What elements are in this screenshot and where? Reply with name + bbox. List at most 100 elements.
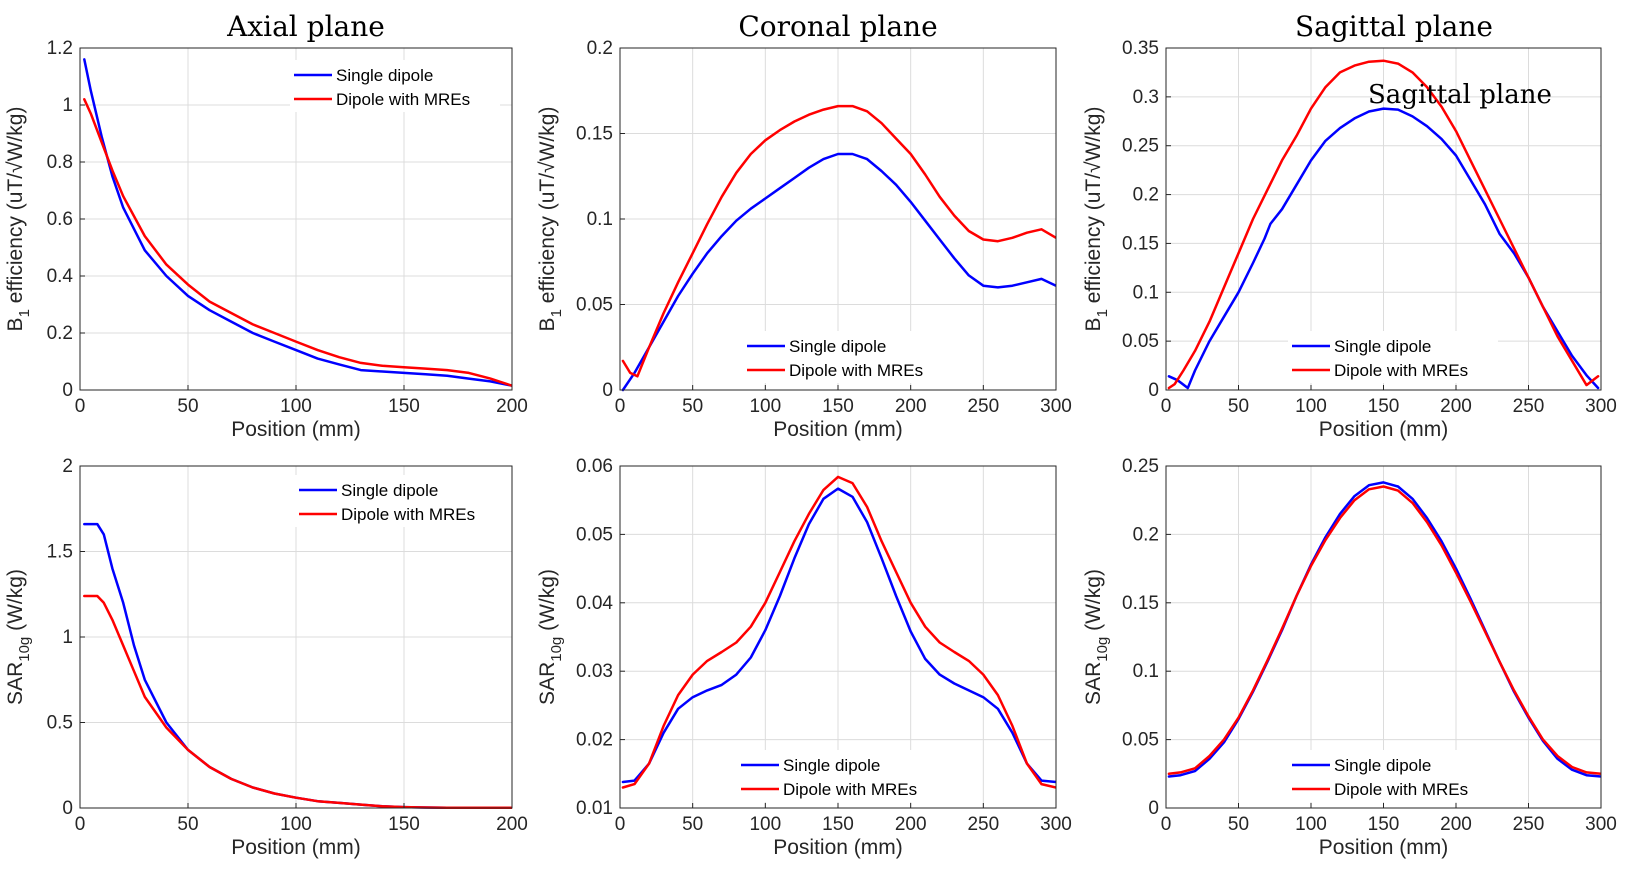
y-tick-label: 0.15 <box>576 124 613 145</box>
series-line-dipole-with-mres <box>621 104 1056 378</box>
x-tick-label: 0 <box>1161 396 1172 417</box>
legend: Single dipole Dipole with MREs <box>743 331 953 383</box>
legend-label-single-dipole: Single dipole <box>341 481 438 500</box>
series-line-dipole-with-mres <box>1167 485 1601 776</box>
x-tick-label: 100 <box>1295 814 1327 835</box>
y-axis-label: SAR10g (W/kg) <box>4 569 33 705</box>
x-tick-label: 250 <box>967 396 999 417</box>
y-tick-label: 0.5 <box>47 713 73 734</box>
x-axis-label: Position (mm) <box>1319 836 1449 859</box>
x-tick-label: 50 <box>177 396 198 417</box>
x-tick-label: 250 <box>967 814 999 835</box>
y-tick-label: 2 <box>62 456 73 477</box>
y-tick-label: 0.35 <box>1122 38 1159 59</box>
series-line-dipole-with-mres <box>83 98 512 387</box>
x-tick-label: 200 <box>895 396 927 417</box>
x-tick-label: 0 <box>615 396 626 417</box>
y-axis-label: B1 efficiency (uT/√W/kg) <box>4 107 33 332</box>
column-title-sagittal: Sagittal plane <box>1295 10 1493 43</box>
y-tick-label: 0.2 <box>587 38 613 59</box>
column-title-axial: Axial plane <box>226 10 385 43</box>
chart-b1-coronal: 0 50 100 150 200 250 300 0 0.05 0.1 0.15 0.2 Positio… <box>536 38 1072 441</box>
y-tick-label: 1.2 <box>47 38 73 59</box>
y-tick-label: 0 <box>1148 798 1159 819</box>
legend-label-dipole-with-mres: Dipole with MREs <box>341 505 475 524</box>
legend-box <box>1288 750 1498 802</box>
y-tick-label: 0.2 <box>1133 185 1159 206</box>
legend: Single dipole Dipole with MREs <box>1288 331 1498 383</box>
x-axis-label: Position (mm) <box>1319 418 1449 441</box>
x-axis-label: Position (mm) <box>773 418 903 441</box>
chart-sar-sagittal: 0 50 100 150 200 250 300 0 0.05 0.1 0.15 0.2 0.25 Pos… <box>1082 456 1617 859</box>
legend-box <box>290 60 500 112</box>
legend-label-dipole-with-mres: Dipole with MREs <box>1334 780 1468 799</box>
x-tick-label: 0 <box>75 396 86 417</box>
y-tick-label: 0.1 <box>587 209 613 230</box>
legend-label-dipole-with-mres: Dipole with MREs <box>789 361 923 380</box>
x-tick-label: 100 <box>280 814 312 835</box>
x-tick-label: 0 <box>75 814 86 835</box>
x-tick-label: 300 <box>1585 814 1617 835</box>
legend-label-dipole-with-mres: Dipole with MREs <box>1334 361 1468 380</box>
x-tick-label: 100 <box>1295 396 1327 417</box>
y-tick-label: 0.05 <box>576 524 613 545</box>
y-tick-label: 0 <box>62 798 73 819</box>
series-line-single-dipole <box>83 58 512 387</box>
legend: Single dipole Dipole with MREs <box>1288 750 1498 802</box>
x-tick-label: 150 <box>388 396 420 417</box>
legend-label-dipole-with-mres: Dipole with MREs <box>783 780 917 799</box>
legend-label-single-dipole: Single dipole <box>1334 756 1431 775</box>
y-axis-label: B1 efficiency (uT/√W/kg) <box>1082 107 1111 332</box>
series-line-dipole-with-mres <box>1167 59 1600 390</box>
legend-box <box>295 475 505 527</box>
y-tick-label: 0 <box>602 380 613 401</box>
y-tick-label: 0.3 <box>1133 87 1159 108</box>
y-tick-label: 0.02 <box>576 730 613 751</box>
chart-sar-axial: 0 50 100 150 200 0 0.5 1 1.5 2 Position (mm) SAR10g… <box>4 456 528 859</box>
legend: Single dipole Dipole with MREs <box>737 750 947 802</box>
y-axis-label: B1 efficiency (uT/√W/kg) <box>536 107 565 332</box>
y-tick-label: 0.06 <box>576 456 613 477</box>
x-tick-label: 150 <box>822 814 854 835</box>
x-tick-label: 150 <box>822 396 854 417</box>
legend-label-dipole-with-mres: Dipole with MREs <box>336 90 470 109</box>
chart-sar-coronal: 0 50 100 150 200 250 300 0.01 0.02 0.03 0.04 0.05 0.… <box>536 456 1072 859</box>
x-tick-label: 200 <box>1440 814 1472 835</box>
column-title-coronal: Coronal plane <box>738 10 937 43</box>
x-tick-label: 250 <box>1513 396 1545 417</box>
chart-b1-sagittal: 0 50 100 150 200 250 300 0 0.05 0.1 0.15 0.2 0.25 0.3… <box>1082 38 1617 441</box>
y-tick-label: 0.8 <box>47 152 73 173</box>
x-tick-label: 50 <box>1228 396 1249 417</box>
x-tick-label: 200 <box>1440 396 1472 417</box>
y-tick-label: 0.2 <box>1133 524 1159 545</box>
chart-b1-axial: 0 50 100 150 200 0 0.2 0.4 0.6 0.8 1 1.2 Position (m… <box>4 38 528 441</box>
y-tick-label: 0.25 <box>1122 136 1159 157</box>
x-tick-label: 300 <box>1040 396 1072 417</box>
x-tick-label: 200 <box>895 814 927 835</box>
y-tick-label: 1 <box>62 627 73 648</box>
y-tick-label: 0.1 <box>1133 282 1159 303</box>
x-axis-label: Position (mm) <box>231 418 361 441</box>
y-tick-label: 0 <box>1148 380 1159 401</box>
x-tick-label: 250 <box>1513 814 1545 835</box>
legend-label-single-dipole: Single dipole <box>789 337 886 356</box>
x-tick-label: 50 <box>682 814 703 835</box>
x-tick-label: 200 <box>496 814 528 835</box>
y-tick-label: 1 <box>62 95 73 116</box>
y-tick-label: 0.05 <box>1122 730 1159 751</box>
y-tick-label: 0.05 <box>1122 331 1159 352</box>
y-tick-label: 0.15 <box>1122 593 1159 614</box>
x-tick-label: 150 <box>1368 396 1400 417</box>
y-tick-label: 0.2 <box>47 323 73 344</box>
x-tick-label: 300 <box>1585 396 1617 417</box>
legend: Single dipole Dipole with MREs <box>290 60 500 112</box>
y-tick-label: 0.01 <box>576 798 613 819</box>
y-axis-label: SAR10g (W/kg) <box>1082 569 1111 705</box>
x-tick-label: 50 <box>1228 814 1249 835</box>
legend-box <box>1288 331 1498 383</box>
x-axis-label: Position (mm) <box>773 836 903 859</box>
y-tick-label: 0.4 <box>47 266 74 287</box>
series-line-single-dipole <box>621 152 1056 392</box>
x-tick-label: 100 <box>749 814 781 835</box>
